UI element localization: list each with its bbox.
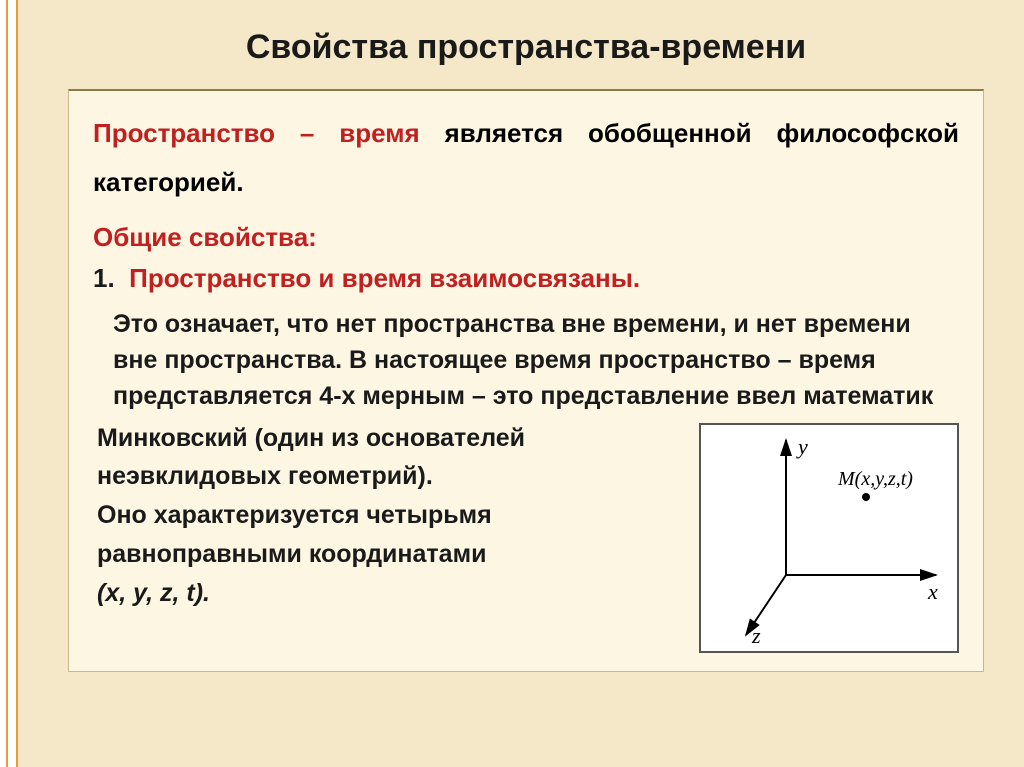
svg-text:M(x,y,z,t): M(x,y,z,t) (837, 468, 913, 490)
explanation-para: Это означает, что нет пространства вне в… (93, 306, 959, 415)
slide-accent (0, 0, 18, 767)
list-number: 1. (93, 263, 115, 293)
subheading: Общие свойства: (93, 222, 959, 253)
diagram-svg: y x z M(x,y,z,t) (701, 425, 957, 651)
svg-text:y: y (796, 434, 808, 459)
coordinate-diagram: y x z M(x,y,z,t) (699, 423, 959, 653)
intro-highlight: Пространство – время (93, 118, 420, 148)
intro-paragraph: Пространство – время является обобщенной… (93, 109, 959, 208)
slide-content: Свойства пространства-времени Пространст… (18, 0, 1024, 767)
list-text: Пространство и время взаимосвязаны. (129, 263, 640, 293)
lower-row: Минковский (один из основателей неэвклид… (93, 419, 959, 653)
svg-text:x: x (927, 579, 938, 604)
slide-title: Свойства пространства-времени (68, 28, 984, 67)
author-line: Минковский (один из основателей неэвклид… (97, 424, 525, 491)
coords-line: Оно характеризуется четырьмя равноправны… (97, 501, 492, 568)
content-box: Пространство – время является обобщенной… (68, 89, 984, 672)
lower-text: Минковский (один из основателей неэвклид… (93, 419, 681, 613)
vars: (x, y, z, t). (97, 579, 210, 607)
svg-text:z: z (751, 623, 761, 648)
list-item-1: 1. Пространство и время взаимосвязаны. (93, 263, 959, 294)
